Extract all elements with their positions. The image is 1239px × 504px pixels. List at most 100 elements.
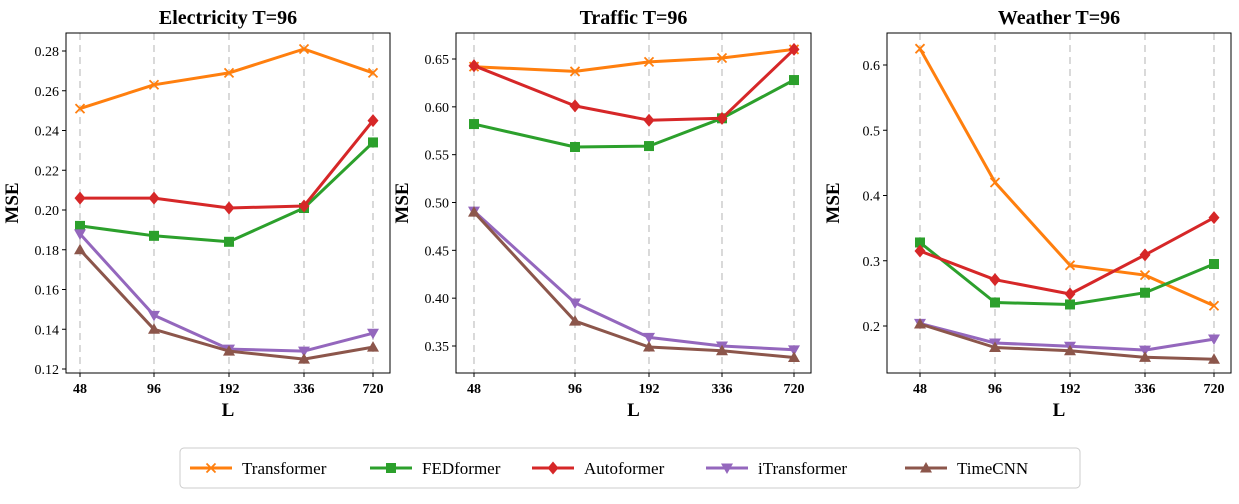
legend-transformer-marker-b: [205, 462, 217, 474]
electricity-transformer-point-b: [74, 103, 86, 114]
weather-axes-frame: [886, 32, 1232, 374]
electricity-transformer-point-b: [148, 79, 160, 90]
electricity-fedformer-point: [224, 236, 234, 247]
weather-xtick-label: 192: [1060, 382, 1081, 397]
electricity-ytick-label: 0.28: [35, 45, 60, 60]
electricity-autoformer-point: [298, 199, 310, 213]
electricity-transformer-line: [79, 47, 374, 111]
weather-autoformer-point: [1064, 287, 1076, 301]
legend: Transformer FEDformer Autoformer iTransform…: [179, 447, 1081, 489]
traffic-chart: 0.35 0.40 0.45 0.50 0.55 0.60 0.65 48 96 192 336 72…: [392, 7, 812, 421]
traffic-ytick-label: 0.40: [425, 292, 450, 307]
traffic-itransformer-point: [569, 298, 581, 309]
legend-itransformer-marker: [721, 463, 733, 474]
traffic-itransformer-point: [788, 345, 800, 356]
electricity-timecnn-point: [148, 323, 160, 334]
traffic-autoformer-point: [788, 42, 800, 56]
traffic-fedformer-point: [469, 119, 479, 130]
legend-autoformer-label: Autoformer: [584, 459, 665, 478]
traffic-fedformer-point: [570, 142, 580, 153]
electricity-ytick-label: 0.16: [35, 284, 60, 299]
weather-xtick-label: 96: [988, 382, 1002, 397]
weather-autoformer-point: [1208, 211, 1220, 225]
electricity-ytick-label: 0.26: [35, 85, 60, 100]
weather-fedformer-point: [1209, 259, 1219, 270]
electricity-ytick-label: 0.20: [35, 204, 60, 219]
electricity-transformer-point: [148, 79, 160, 90]
traffic-xtick-label: 336: [712, 382, 733, 397]
legend-fedformer-marker: [386, 463, 396, 473]
electricity-itransformer-point: [148, 310, 160, 322]
weather-transformer-point: [1064, 260, 1076, 271]
electricity-itransformer-point: [367, 328, 379, 340]
electricity-timecnn-point: [223, 345, 235, 356]
electricity-fedformer-point: [75, 220, 85, 231]
electricity-xlabel: L: [222, 400, 235, 421]
weather-transformer-point: [989, 177, 1001, 188]
traffic-autoformer-point: [716, 111, 728, 125]
weather-transformer-point: [1139, 269, 1151, 281]
weather-ytick-label: 0.6: [863, 59, 881, 74]
electricity-ytick-label: 0.24: [35, 125, 60, 140]
legend-transformer-marker: [205, 462, 217, 474]
electricity-autoformer-point: [223, 201, 235, 215]
electricity-xtick-label: 96: [147, 382, 161, 397]
weather-fedformer-point: [915, 237, 925, 248]
weather-transformer-point-b: [914, 43, 926, 54]
weather-ytick-label: 0.2: [863, 320, 881, 335]
weather-ylabel: MSE: [823, 182, 844, 223]
traffic-ytick-label: 0.65: [425, 53, 450, 68]
weather-fedformer-point: [1065, 299, 1075, 310]
electricity-ylabel: MSE: [2, 182, 23, 223]
traffic-autoformer-point: [468, 59, 480, 73]
weather-transformer-point-b: [1208, 300, 1220, 311]
weather-timecnn-point: [1139, 351, 1151, 362]
traffic-transformer-point-b: [569, 66, 581, 77]
legend-autoformer-marker: [547, 461, 559, 475]
electricity-itransformer-point: [298, 346, 310, 358]
electricity-timecnn-point: [367, 341, 379, 352]
weather-autoformer-point: [914, 244, 926, 258]
electricity-timecnn-point: [74, 243, 86, 255]
traffic-transformer-point: [569, 66, 581, 77]
weather-transformer-point-b: [1139, 269, 1151, 281]
traffic-ytick-label: 0.60: [425, 101, 450, 116]
electricity-transformer-point: [367, 67, 379, 78]
electricity-axes-frame: [65, 32, 391, 374]
electricity-xtick-label: 48: [73, 382, 87, 397]
electricity-transformer-point: [223, 67, 235, 78]
electricity-transformer-point-b: [223, 67, 235, 78]
electricity-ytick-label: 0.14: [35, 323, 60, 338]
traffic-ytick-label: 0.45: [425, 244, 450, 259]
weather-itransformer-point: [1139, 345, 1151, 357]
electricity-timecnn-point: [298, 353, 310, 364]
electricity-ytick-label: 0.18: [35, 244, 60, 259]
electricity-autoformer-point: [74, 191, 86, 205]
traffic-xtick-label: 192: [639, 382, 660, 397]
electricity-ytick-label: 0.22: [35, 164, 60, 179]
traffic-timecnn-point: [468, 206, 480, 217]
weather-timecnn-point: [1208, 353, 1220, 364]
electricity-transformer-point: [298, 43, 310, 55]
legend-timecnn-label: TimeCNN: [957, 459, 1028, 478]
traffic-timecnn-point: [788, 351, 800, 362]
traffic-xtick-label: 48: [467, 382, 481, 397]
electricity-fedformer-line: [79, 141, 375, 244]
legend-timecnn-marker: [920, 462, 932, 473]
traffic-autoformer-point: [643, 113, 655, 127]
electricity-fedformer-point: [149, 230, 159, 241]
weather-transformer-point-b: [1064, 260, 1076, 271]
traffic-ytick-label: 0.50: [425, 197, 450, 212]
weather-transformer-point: [914, 43, 926, 54]
electricity-xtick-label: 192: [219, 382, 240, 397]
traffic-autoformer-line: [473, 48, 796, 122]
electricity-transformer-point-b: [367, 67, 379, 78]
electricity-autoformer-point: [367, 114, 379, 128]
electricity-chart: 0.12 0.14 0.16 0.18 0.20 0.22 0.24 0.26 0.28 48 96…: [2, 7, 391, 421]
electricity-xtick-label: 336: [294, 382, 315, 397]
weather-chart: 0.2 0.3 0.4 0.5 0.6 48 96 192 336 720 Weather T=96…: [823, 7, 1232, 421]
traffic-xtick-label: 96: [568, 382, 582, 397]
traffic-autoformer-point: [569, 99, 581, 113]
traffic-fedformer-point: [789, 75, 799, 86]
